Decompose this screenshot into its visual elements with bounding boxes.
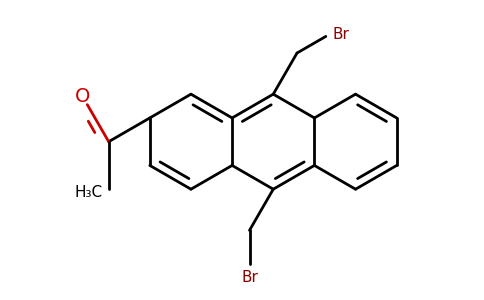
Text: O: O <box>75 87 91 106</box>
Text: H₃C: H₃C <box>75 185 103 200</box>
Text: Br: Br <box>332 27 349 42</box>
Text: Br: Br <box>241 269 258 284</box>
